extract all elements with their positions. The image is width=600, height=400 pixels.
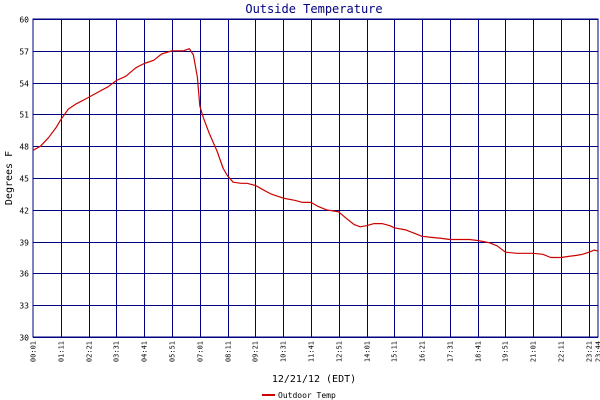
legend-label-outdoor-temp: Outdoor Temp — [278, 391, 336, 400]
x-tick-label: 19:51 — [502, 341, 510, 362]
x-axis-ticks: 00:01 01:11 02:21 03:31 04:41 05:51 07:01 08:11… — [30, 341, 600, 362]
x-tick-label: 05:51 — [169, 341, 177, 362]
x-tick-label: 23:21 — [586, 341, 594, 362]
x-tick-label: 21:01 — [530, 341, 538, 362]
series-group — [32, 48, 599, 259]
y-axis-label: Degrees F — [4, 151, 15, 205]
grid — [32, 18, 599, 338]
y-tick-label: 57 — [19, 48, 29, 57]
x-tick-label: 15:11 — [391, 341, 399, 362]
x-tick-label: 16:21 — [419, 341, 427, 362]
x-tick-label: 23:44 — [595, 341, 600, 362]
y-tick-label: 36 — [19, 270, 29, 279]
x-tick-label: 01:11 — [58, 341, 66, 362]
x-tick-label: 22:11 — [558, 341, 566, 362]
y-tick-label: 54 — [19, 80, 29, 89]
x-tick-label: 00:01 — [30, 341, 38, 362]
x-tick-label: 07:01 — [197, 341, 205, 362]
series-line-outdoor-temp — [32, 48, 599, 259]
x-tick-label: 08:11 — [225, 341, 233, 362]
x-tick-label: 18:41 — [475, 341, 483, 362]
y-tick-label: 60 — [19, 16, 29, 25]
x-axis-label: 12/21/12 (EDT) — [272, 374, 356, 385]
legend: Outdoor Temp — [262, 391, 336, 400]
y-axis-ticks: 30 33 36 39 42 45 48 51 54 57 60 — [19, 16, 29, 343]
y-tick-label: 45 — [19, 175, 29, 184]
x-tick-label: 17:31 — [447, 341, 455, 362]
y-tick-label: 51 — [19, 111, 29, 120]
y-tick-label: 39 — [19, 239, 29, 248]
y-tick-label: 33 — [19, 302, 29, 311]
x-tick-label: 02:21 — [86, 341, 94, 362]
y-tick-label: 30 — [19, 334, 29, 343]
x-tick-label: 14:01 — [364, 341, 372, 362]
x-tick-label: 11:41 — [308, 341, 316, 362]
x-tick-label: 09:21 — [252, 341, 260, 362]
x-tick-label: 10:31 — [280, 341, 288, 362]
chart-title: Outside Temperature — [245, 2, 382, 16]
x-tick-label: 12:51 — [336, 341, 344, 362]
y-tick-label: 42 — [19, 207, 29, 216]
x-tick-label: 04:41 — [141, 341, 149, 362]
x-tick-label: 03:31 — [113, 341, 121, 362]
y-tick-label: 48 — [19, 143, 29, 152]
